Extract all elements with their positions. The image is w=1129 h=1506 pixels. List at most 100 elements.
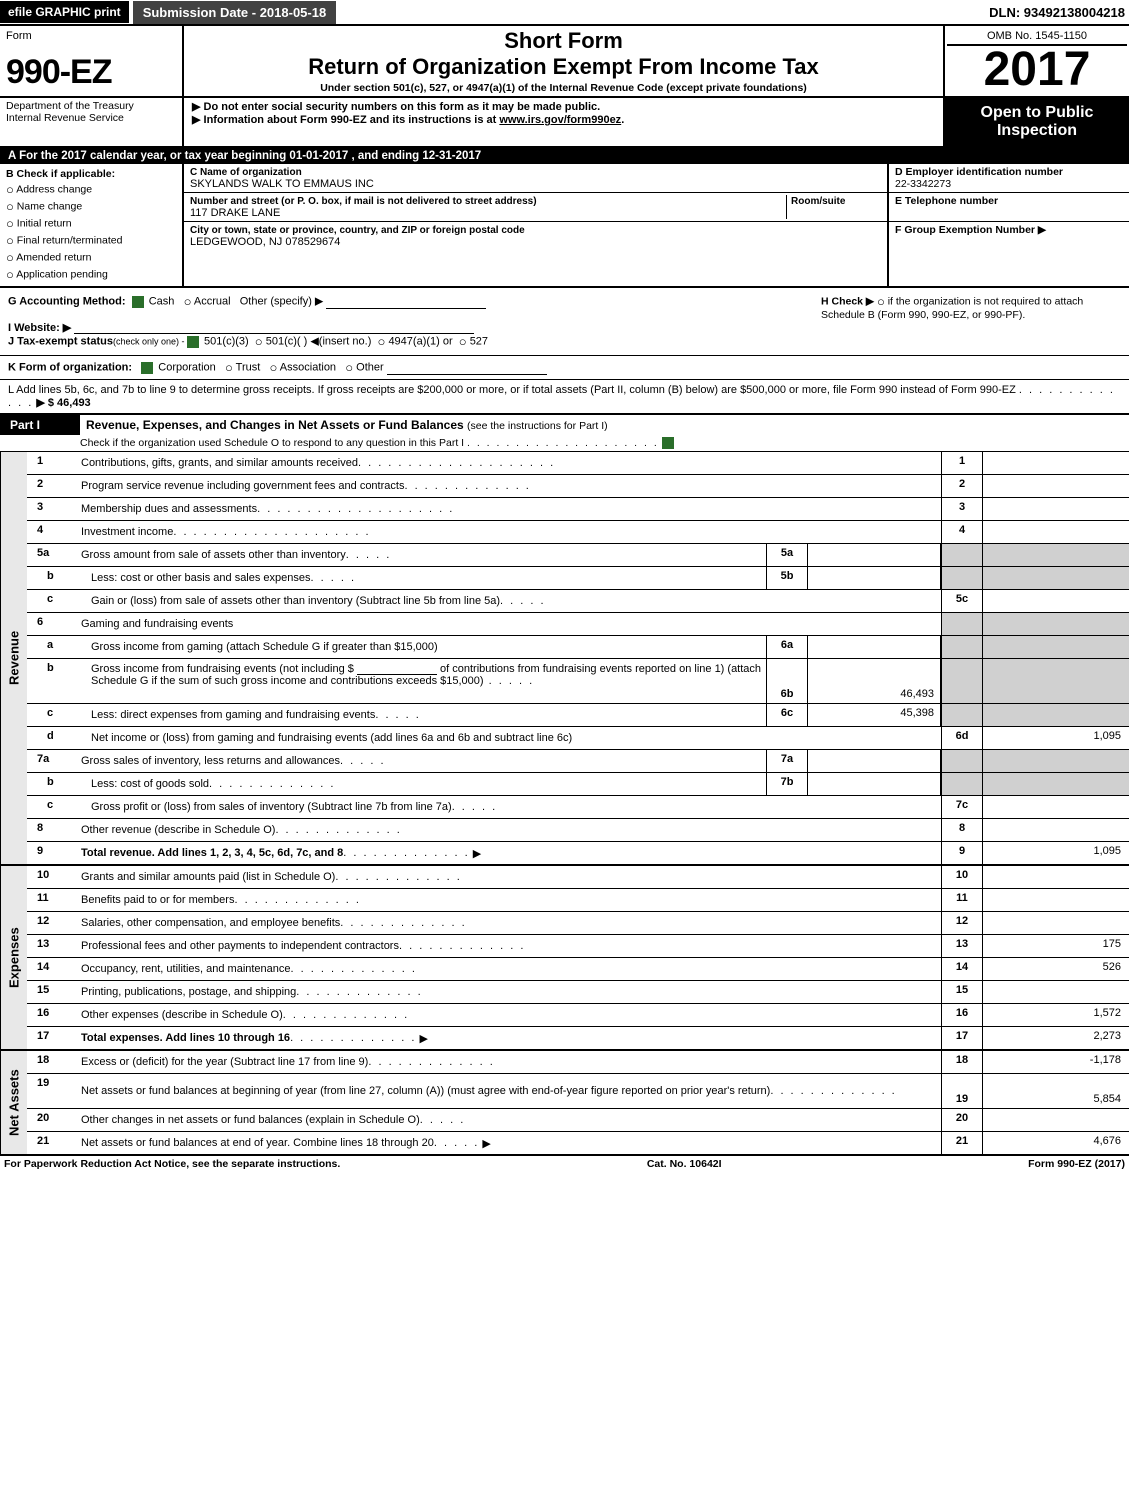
ln16-num: 16 <box>27 1004 79 1026</box>
irs-label: Internal Revenue Service <box>6 112 176 124</box>
ln1-desc: Contributions, gifts, grants, and simila… <box>81 457 358 469</box>
amended-return-radio[interactable]: ○ <box>6 250 14 265</box>
ln11-dots <box>234 894 360 906</box>
ln6c-outerbox <box>941 704 983 726</box>
expenses-tab: Expenses <box>0 866 27 1049</box>
other-org-input[interactable] <box>387 362 547 375</box>
page-footer: For Paperwork Reduction Act Notice, see … <box>0 1156 1129 1172</box>
ln14-num: 14 <box>27 958 79 980</box>
ln6a-innerval <box>808 636 941 658</box>
instructions-link[interactable]: www.irs.gov/form990ez <box>499 114 621 126</box>
paperwork-notice: For Paperwork Reduction Act Notice, see … <box>4 1158 340 1170</box>
ln6c-num: c <box>27 704 89 726</box>
ln6c-desc: Less: direct expenses from gaming and fu… <box>91 709 375 721</box>
ln9-box: 9 <box>941 842 983 864</box>
ln15-desc: Printing, publications, postage, and shi… <box>81 986 296 998</box>
accrual-radio[interactable]: ○ <box>184 294 192 309</box>
schedule-o-checkbox[interactable] <box>662 437 674 449</box>
ln5c-dots <box>500 595 546 607</box>
cash-checkbox[interactable] <box>132 296 144 308</box>
other-specify-input[interactable] <box>326 296 486 309</box>
accrual-label: Accrual <box>194 295 231 307</box>
association-label: Association <box>280 361 336 373</box>
k-form-org-label: K Form of organization: <box>8 361 132 373</box>
j-paren: (check only one) - <box>113 336 187 346</box>
ln6b-blank[interactable] <box>357 662 437 675</box>
ln16-desc: Other expenses (describe in Schedule O) <box>81 1009 283 1021</box>
ln2-box: 2 <box>941 475 983 497</box>
ln6a-outerval <box>983 636 1129 658</box>
final-return-radio[interactable]: ○ <box>6 233 14 248</box>
h-check-radio[interactable]: ○ <box>877 294 885 309</box>
ln7a-innerbox: 7a <box>766 750 808 772</box>
ssn-warning: ▶ Do not enter social security numbers o… <box>192 100 935 113</box>
501c-radio[interactable]: ○ <box>255 334 263 349</box>
name-change-radio[interactable]: ○ <box>6 199 14 214</box>
ln15-box: 15 <box>941 981 983 1003</box>
ln13-val: 175 <box>983 935 1129 957</box>
ln5b-innerval <box>808 567 941 589</box>
ln11-box: 11 <box>941 889 983 911</box>
part-1-sub: (see the instructions for Part I) <box>467 420 608 432</box>
application-pending-label: Application pending <box>16 268 108 280</box>
ln7b-innerval <box>808 773 941 795</box>
ln6-desc: Gaming and fundraising events <box>81 618 233 630</box>
ln6a-num: a <box>27 636 89 658</box>
ln6-box <box>941 613 983 635</box>
ln21-box: 21 <box>941 1132 983 1154</box>
other-org-radio[interactable]: ○ <box>345 360 353 375</box>
ln5b-outerbox <box>941 567 983 589</box>
ln15-dots <box>296 986 422 998</box>
ln16-box: 16 <box>941 1004 983 1026</box>
corporation-label: Corporation <box>158 361 215 373</box>
initial-return-radio[interactable]: ○ <box>6 216 14 231</box>
ln6c-dots <box>375 709 421 721</box>
ln3-box: 3 <box>941 498 983 520</box>
ln2-num: 2 <box>27 475 79 497</box>
ln21-num: 21 <box>27 1132 79 1154</box>
return-title: Return of Organization Exempt From Incom… <box>188 54 939 80</box>
ln13-desc: Professional fees and other payments to … <box>81 940 399 952</box>
ln17-box: 17 <box>941 1027 983 1049</box>
501c3-checkbox[interactable] <box>187 336 199 348</box>
ln6d-num: d <box>27 727 89 749</box>
amended-return-label: Amended return <box>16 251 91 263</box>
ln11-val <box>983 889 1129 911</box>
ln6d-box: 6d <box>941 727 983 749</box>
efile-print-button[interactable]: efile GRAPHIC print <box>0 1 129 23</box>
row-l: L Add lines 5b, 6c, and 7b to line 9 to … <box>0 380 1129 415</box>
ln5c-val <box>983 590 1129 612</box>
org-name: SKYLANDS WALK TO EMMAUS INC <box>190 178 374 190</box>
ln4-dots <box>173 526 370 538</box>
corporation-checkbox[interactable] <box>141 362 153 374</box>
association-radio[interactable]: ○ <box>269 360 277 375</box>
trust-radio[interactable]: ○ <box>225 360 233 375</box>
website-input[interactable] <box>74 321 474 334</box>
ln7a-innerval <box>808 750 941 772</box>
form-header: Form 990-EZ Short Form Return of Organiz… <box>0 26 1129 98</box>
ln21-val: 4,676 <box>983 1132 1129 1154</box>
ln7a-outerbox <box>941 750 983 772</box>
application-pending-radio[interactable]: ○ <box>6 267 14 282</box>
tax-year: 2017 <box>947 46 1127 94</box>
ln6b-outerval <box>983 659 1129 703</box>
ln20-box: 20 <box>941 1109 983 1131</box>
ln5b-desc: Less: cost or other basis and sales expe… <box>91 572 311 584</box>
room-suite-label: Room/suite <box>791 196 845 207</box>
submission-date-label: Submission Date - 2018-05-18 <box>133 1 337 24</box>
section-b-checkboxes: B Check if applicable: ○ Address change … <box>0 164 184 286</box>
row-g-h: G Accounting Method: Cash ○ Accrual Othe… <box>0 288 1129 356</box>
l-gross-receipts-text: L Add lines 5b, 6c, and 7b to line 9 to … <box>8 384 1016 396</box>
ln10-dots <box>335 871 461 883</box>
ln1-dots <box>358 457 555 469</box>
4947-radio[interactable]: ○ <box>378 334 386 349</box>
ln19-num: 19 <box>27 1074 79 1108</box>
ln1-val <box>983 452 1129 474</box>
ln6-val <box>983 613 1129 635</box>
ln7c-box: 7c <box>941 796 983 818</box>
address-change-radio[interactable]: ○ <box>6 182 14 197</box>
527-radio[interactable]: ○ <box>459 334 467 349</box>
ln12-box: 12 <box>941 912 983 934</box>
dln-label: DLN: 93492138004218 <box>989 5 1129 20</box>
ln9-num: 9 <box>27 842 79 864</box>
